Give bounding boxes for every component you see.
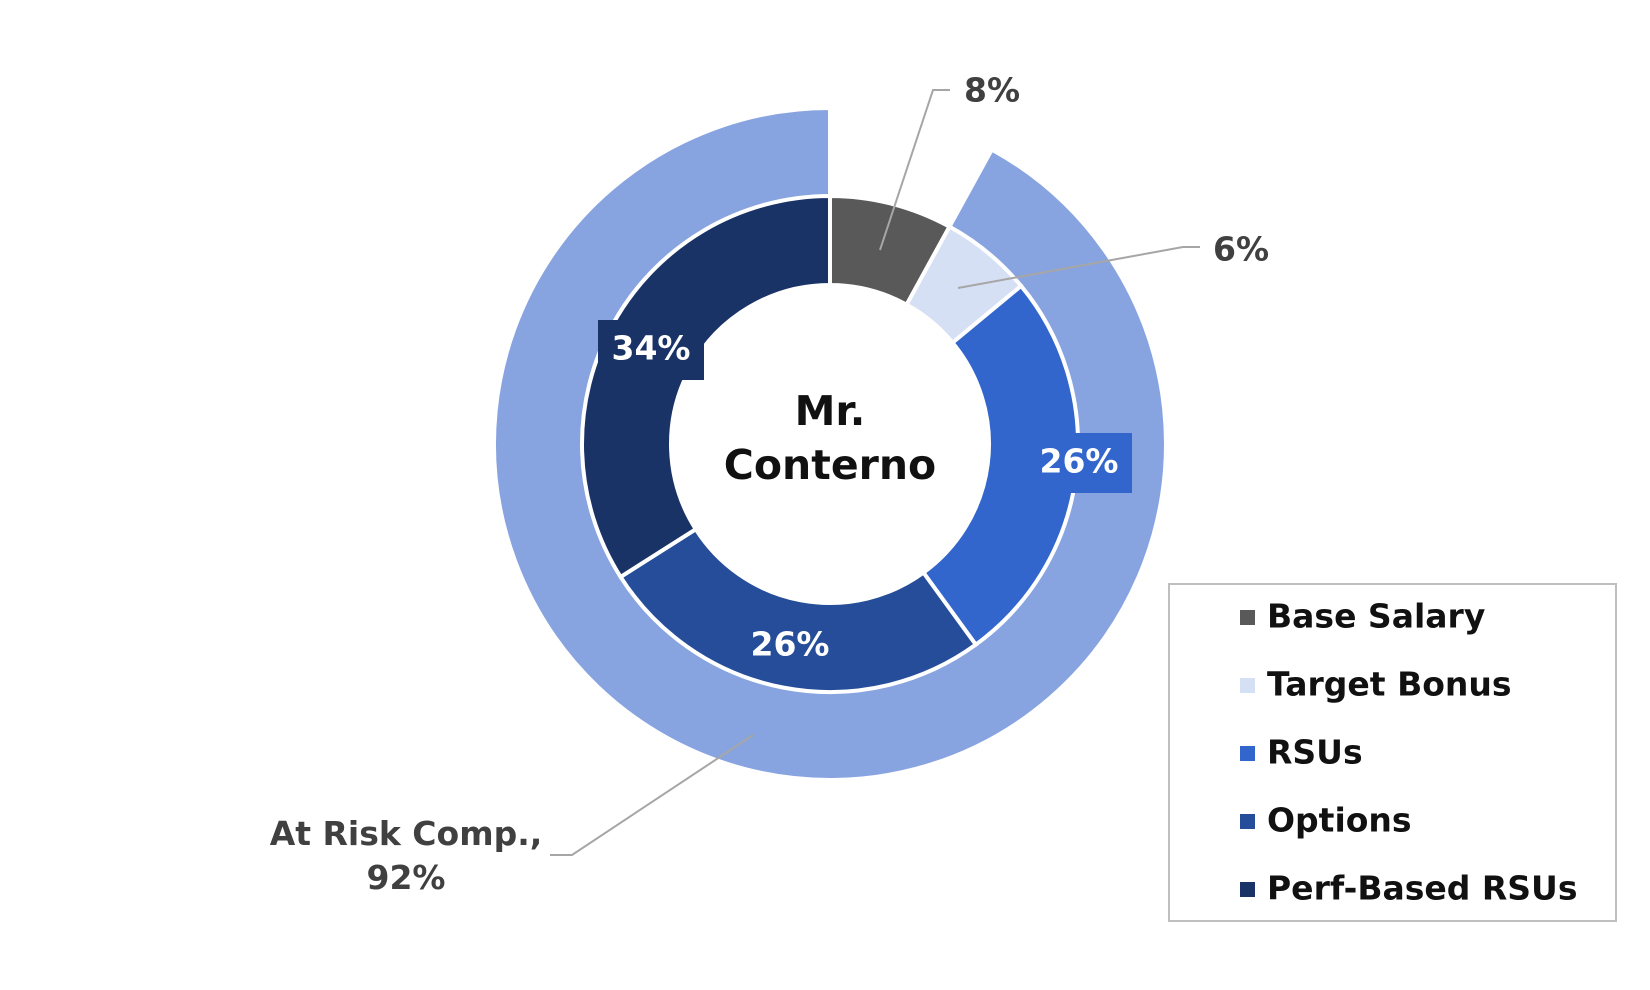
legend-swatch <box>1240 678 1255 693</box>
data-label: 26% <box>1040 442 1119 481</box>
outer-value-label: 92% <box>366 858 446 897</box>
legend-label: RSUs <box>1267 733 1363 772</box>
data-label: 26% <box>751 625 830 664</box>
leader-line <box>957 246 1200 289</box>
data-label: 6% <box>1213 230 1269 269</box>
legend-label: Perf-Based RSUs <box>1267 869 1578 908</box>
chart-title: Mr. Conterno <box>723 387 937 489</box>
inner-slice <box>617 526 979 694</box>
legend-label: Target Bonus <box>1267 665 1512 704</box>
leader-line <box>879 89 950 251</box>
data-label: 8% <box>964 71 1020 110</box>
legend-label: Base Salary <box>1267 597 1485 636</box>
outer-name: At Risk Comp., <box>269 814 543 853</box>
outer-label: At Risk Comp., 92% <box>236 812 576 900</box>
inner-slice <box>580 193 832 580</box>
legend-label: Options <box>1267 801 1412 840</box>
leader-line <box>550 734 754 856</box>
inner-slice <box>920 283 1080 648</box>
data-label: 34% <box>612 329 691 368</box>
label-box <box>1026 433 1132 493</box>
legend-swatch <box>1240 746 1255 761</box>
legend-swatch <box>1240 610 1255 625</box>
label-box <box>598 320 704 380</box>
legend-swatch <box>1240 882 1255 897</box>
legend-swatch <box>1240 814 1255 829</box>
